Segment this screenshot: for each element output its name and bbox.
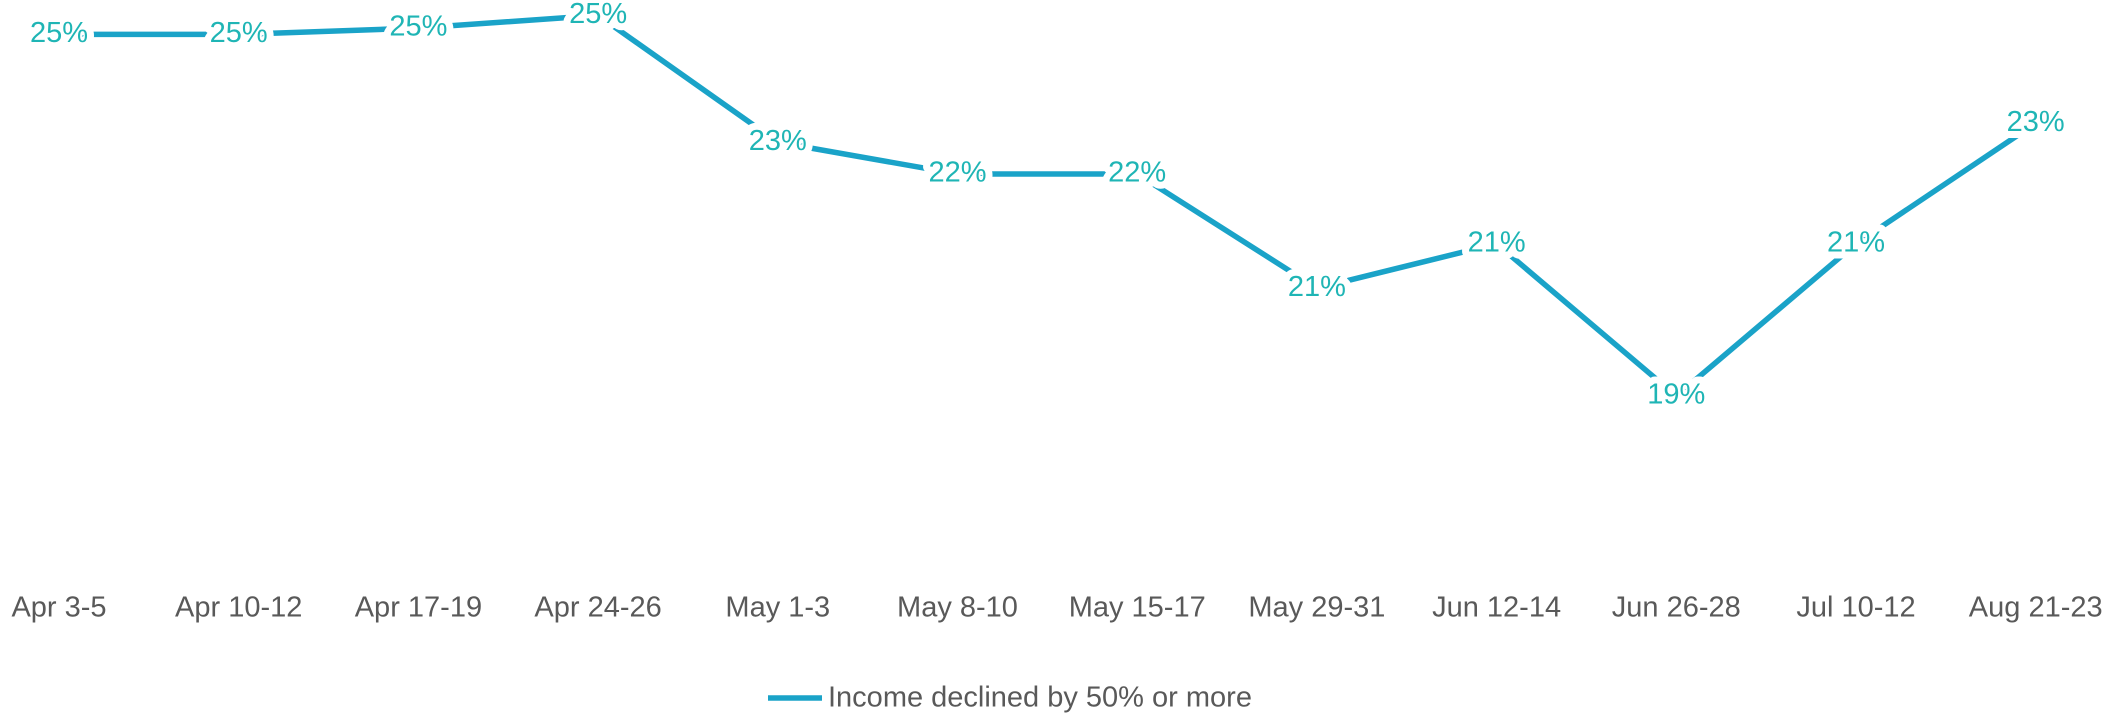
data-label: 25% [389, 11, 447, 43]
data-label: 19% [1647, 379, 1705, 411]
x-tick-label: May 15-17 [1069, 592, 1206, 624]
data-label: 25% [569, 0, 627, 30]
x-tick-label: May 29-31 [1248, 592, 1385, 624]
data-label: 21% [1468, 226, 1526, 258]
data-label: 22% [928, 157, 986, 189]
x-tick-label: Apr 3-5 [11, 592, 106, 624]
data-label: 22% [1108, 157, 1166, 189]
x-tick-label: Jul 10-12 [1796, 592, 1915, 624]
data-line [59, 12, 2038, 399]
data-label: 23% [2007, 106, 2065, 138]
legend-label: Income declined by 50% or more [828, 682, 1252, 714]
data-label: 25% [210, 17, 268, 49]
data-label: 23% [749, 125, 807, 157]
data-label: 21% [1288, 271, 1346, 303]
x-tick-label: May 1-3 [725, 592, 830, 624]
x-tick-label: Aug 21-23 [1969, 592, 2103, 624]
x-tick-label: Apr 24-26 [534, 592, 661, 624]
x-tick-label: Jun 26-28 [1612, 592, 1741, 624]
data-label: 21% [1827, 226, 1885, 258]
x-tick-label: May 8-10 [897, 592, 1018, 624]
data-label: 25% [30, 17, 88, 49]
x-tick-label: Apr 10-12 [175, 592, 302, 624]
x-tick-label: Jun 12-14 [1432, 592, 1561, 624]
x-tick-label: Apr 17-19 [355, 592, 482, 624]
